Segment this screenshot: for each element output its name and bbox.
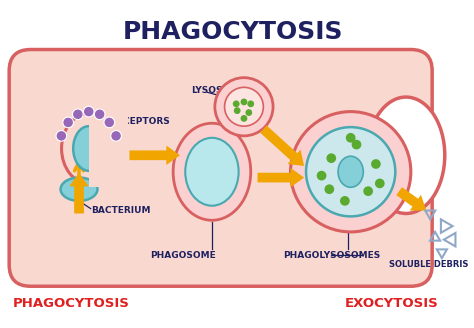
Circle shape	[83, 106, 94, 117]
FancyArrow shape	[396, 187, 426, 211]
Text: EXOCYTOSIS: EXOCYTOSIS	[345, 297, 438, 310]
Circle shape	[352, 140, 361, 150]
Circle shape	[63, 117, 73, 128]
Ellipse shape	[173, 123, 251, 220]
FancyArrow shape	[129, 146, 180, 165]
Circle shape	[327, 153, 336, 163]
Circle shape	[375, 178, 384, 188]
FancyArrow shape	[69, 173, 89, 214]
Circle shape	[306, 127, 395, 216]
Circle shape	[346, 133, 356, 143]
Circle shape	[317, 171, 327, 180]
Text: RECEPTORS: RECEPTORS	[110, 117, 170, 126]
Circle shape	[233, 100, 239, 107]
Ellipse shape	[61, 177, 98, 201]
Text: PHAGOCYTOSIS: PHAGOCYTOSIS	[13, 297, 130, 310]
FancyArrow shape	[260, 126, 304, 166]
Circle shape	[215, 78, 273, 136]
Circle shape	[363, 186, 373, 196]
Circle shape	[291, 112, 411, 232]
FancyBboxPatch shape	[89, 110, 128, 187]
Text: PHAGOLYSOSOMES: PHAGOLYSOSOMES	[283, 251, 380, 260]
Ellipse shape	[367, 97, 445, 214]
Circle shape	[340, 196, 350, 206]
Text: PHAGOSOME: PHAGOSOME	[150, 251, 216, 260]
Text: BACTERIUM: BACTERIUM	[91, 206, 150, 215]
Circle shape	[247, 100, 254, 107]
Circle shape	[225, 87, 264, 126]
FancyBboxPatch shape	[9, 50, 432, 286]
Circle shape	[73, 109, 83, 120]
Circle shape	[94, 109, 105, 120]
Circle shape	[241, 115, 247, 122]
Ellipse shape	[73, 126, 104, 171]
Text: SOLUBLE DEBRIS: SOLUBLE DEBRIS	[389, 260, 468, 269]
Text: PHAGOCYTOSIS: PHAGOCYTOSIS	[123, 20, 344, 44]
Circle shape	[111, 131, 121, 141]
Ellipse shape	[338, 156, 363, 187]
Circle shape	[325, 184, 334, 194]
Circle shape	[56, 131, 67, 141]
Text: LYSOSOME: LYSOSOME	[191, 86, 246, 95]
Circle shape	[371, 159, 381, 169]
Ellipse shape	[185, 138, 238, 206]
Circle shape	[246, 109, 252, 116]
Circle shape	[104, 117, 115, 128]
Circle shape	[234, 107, 241, 114]
FancyArrow shape	[257, 168, 304, 187]
Circle shape	[241, 98, 247, 105]
